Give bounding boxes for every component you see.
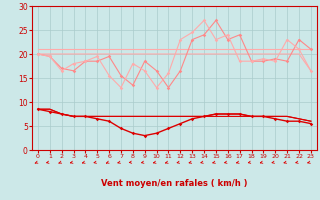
X-axis label: Vent moyen/en rafales ( km/h ): Vent moyen/en rafales ( km/h ) — [101, 179, 248, 188]
